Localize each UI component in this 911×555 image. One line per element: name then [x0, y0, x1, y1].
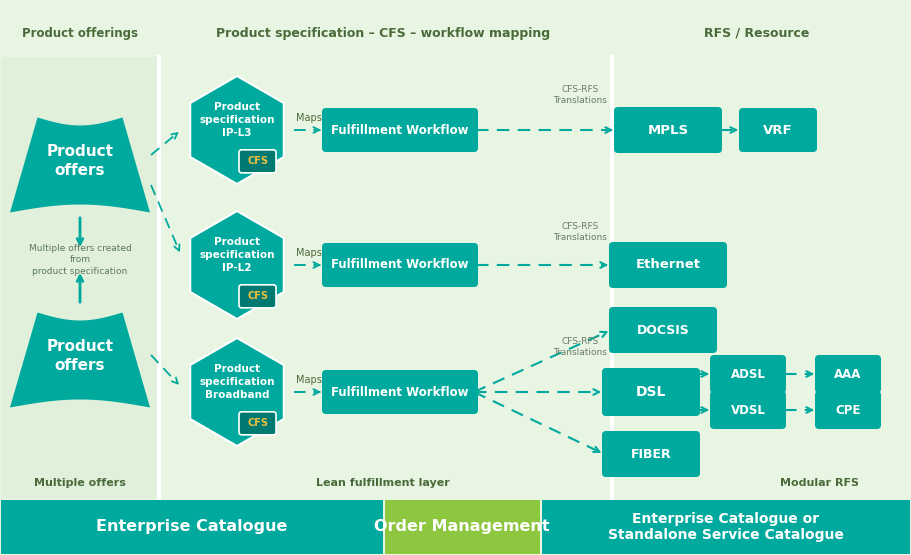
Polygon shape — [190, 211, 283, 319]
Text: Product
specification
IP-L2: Product specification IP-L2 — [200, 237, 275, 273]
Text: Modular RFS: Modular RFS — [781, 478, 859, 488]
FancyBboxPatch shape — [609, 307, 717, 353]
Text: VDSL: VDSL — [731, 403, 765, 416]
FancyBboxPatch shape — [815, 355, 881, 393]
Text: Maps: Maps — [296, 248, 322, 258]
Text: CPE: CPE — [835, 403, 861, 416]
Text: CFS-RFS
Translations: CFS-RFS Translations — [553, 337, 607, 357]
Text: ADSL: ADSL — [731, 367, 765, 381]
FancyBboxPatch shape — [602, 368, 700, 416]
Text: VRF: VRF — [763, 124, 793, 137]
FancyBboxPatch shape — [322, 243, 478, 287]
Text: Product
specification
Broadband: Product specification Broadband — [200, 364, 275, 400]
Text: Ethernet: Ethernet — [636, 259, 701, 271]
Text: Fulfillment Workflow: Fulfillment Workflow — [332, 259, 469, 271]
FancyBboxPatch shape — [1, 500, 383, 554]
Polygon shape — [190, 338, 283, 446]
FancyBboxPatch shape — [322, 108, 478, 152]
Text: CFS-RFS
Translations: CFS-RFS Translations — [553, 223, 607, 241]
FancyBboxPatch shape — [385, 500, 540, 554]
Text: Enterprise Catalogue: Enterprise Catalogue — [97, 519, 288, 534]
Text: Product offerings: Product offerings — [22, 27, 138, 39]
FancyBboxPatch shape — [710, 355, 786, 393]
Text: AAA: AAA — [834, 367, 862, 381]
Text: Multiple offers: Multiple offers — [34, 478, 126, 488]
FancyBboxPatch shape — [815, 391, 881, 429]
FancyBboxPatch shape — [614, 107, 722, 153]
Text: Maps: Maps — [296, 375, 322, 385]
FancyBboxPatch shape — [609, 242, 727, 288]
Text: Multiple offers created
from
product specification: Multiple offers created from product spe… — [28, 244, 131, 276]
Text: CFS: CFS — [247, 418, 268, 428]
Text: DSL: DSL — [636, 385, 666, 399]
Text: CFS: CFS — [247, 291, 268, 301]
Text: Order Management: Order Management — [374, 519, 550, 534]
FancyBboxPatch shape — [542, 500, 910, 554]
FancyBboxPatch shape — [239, 150, 276, 173]
Text: Maps: Maps — [296, 113, 322, 123]
FancyBboxPatch shape — [739, 108, 817, 152]
FancyBboxPatch shape — [0, 55, 911, 500]
Text: Fulfillment Workflow: Fulfillment Workflow — [332, 386, 469, 398]
Text: Lean fulfillment layer: Lean fulfillment layer — [316, 478, 450, 488]
Text: DOCSIS: DOCSIS — [637, 324, 690, 336]
Text: Product
offers: Product offers — [46, 339, 114, 374]
Text: Fulfillment Workflow: Fulfillment Workflow — [332, 124, 469, 137]
FancyBboxPatch shape — [710, 391, 786, 429]
Polygon shape — [10, 118, 150, 213]
Text: MPLS: MPLS — [648, 124, 689, 137]
FancyBboxPatch shape — [239, 285, 276, 308]
Text: Enterprise Catalogue or
Standalone Service Catalogue: Enterprise Catalogue or Standalone Servi… — [608, 512, 844, 542]
FancyBboxPatch shape — [1, 57, 158, 499]
FancyBboxPatch shape — [239, 412, 276, 435]
Polygon shape — [190, 76, 283, 184]
Text: CFS: CFS — [247, 157, 268, 166]
Text: Product
offers: Product offers — [46, 144, 114, 178]
Text: RFS / Resource: RFS / Resource — [704, 27, 810, 39]
Text: FIBER: FIBER — [630, 447, 671, 461]
Text: Product specification – CFS – workflow mapping: Product specification – CFS – workflow m… — [216, 27, 550, 39]
FancyBboxPatch shape — [322, 370, 478, 414]
Text: Product
specification
IP-L3: Product specification IP-L3 — [200, 102, 275, 138]
Text: CFS-RFS
Translations: CFS-RFS Translations — [553, 85, 607, 105]
FancyBboxPatch shape — [602, 431, 700, 477]
Polygon shape — [10, 312, 150, 407]
